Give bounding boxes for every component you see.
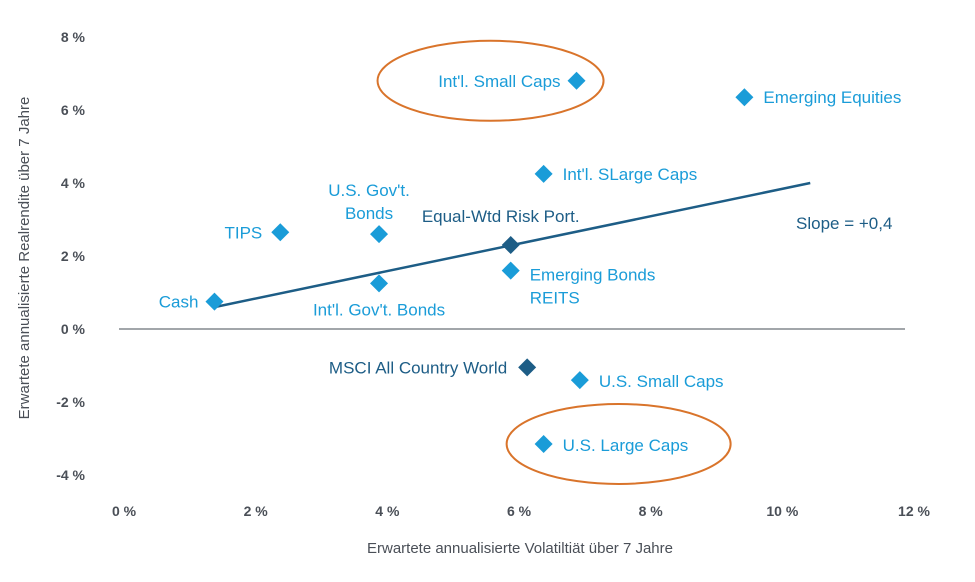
label-line: Bonds (345, 204, 393, 223)
x-axis-ticks: 0 % 2 % 4 % 6 % 8 % 10 % 12 % (112, 503, 931, 519)
highlight-ellipses (376, 39, 732, 485)
y-axis-title: Erwartete annualisierte Realrendite über… (16, 97, 33, 420)
label-emerging-equities: Emerging Equities (763, 88, 901, 107)
y-axis-ticks: 8 % 6 % 4 % 2 % 0 % -2 % -4 % (56, 29, 85, 483)
point-us-small-caps (570, 371, 589, 390)
label-line: U.S. Small Caps (599, 372, 724, 391)
y-tick-label: -2 % (56, 394, 85, 410)
label-line: Emerging Bonds (530, 266, 656, 285)
point-equal-wtd-risk-port (501, 236, 520, 255)
x-tick-label: 8 % (639, 503, 664, 519)
data-points (205, 71, 754, 453)
label-emerging-bonds: Emerging Bonds REITS (530, 266, 656, 308)
label-intl-large-caps: Int'l. SLarge Caps (563, 165, 698, 184)
x-tick-label: 4 % (375, 503, 400, 519)
y-tick-label: -4 % (56, 467, 85, 483)
y-tick-label: 4 % (61, 175, 86, 191)
label-us-govt-bonds: U.S. Gov't. Bonds (328, 181, 410, 223)
y-tick-label: 8 % (61, 29, 86, 45)
label-us-small-caps: U.S. Small Caps (599, 372, 724, 391)
label-cash: Cash (159, 293, 199, 312)
point-intl-small-caps (567, 71, 586, 90)
label-line: U.S. Large Caps (563, 436, 689, 455)
slope-annotation: Slope = +0,4 (796, 214, 892, 233)
point-intl-govt-bonds (370, 274, 389, 293)
label-tips: TIPS (224, 223, 262, 242)
label-line: Equal-Wtd Risk Port. (422, 207, 580, 226)
label-line: REITS (530, 289, 580, 308)
x-tick-label: 6 % (507, 503, 532, 519)
label-msci-acwi: MSCI All Country World (329, 358, 507, 377)
y-tick-label: 0 % (61, 321, 86, 337)
y-tick-label: 2 % (61, 248, 86, 264)
label-us-large-caps: U.S. Large Caps (563, 436, 689, 455)
x-tick-label: 12 % (898, 503, 930, 519)
point-tips (271, 223, 290, 242)
label-line: U.S. Gov't. (328, 181, 410, 200)
label-line: Int'l. Small Caps (438, 72, 560, 91)
label-line: Cash (159, 293, 199, 312)
highlight-ellipse-intl-small-caps (376, 39, 605, 122)
x-tick-label: 2 % (244, 503, 269, 519)
label-line: MSCI All Country World (329, 358, 507, 377)
point-intl-large-caps (534, 164, 553, 183)
point-us-large-caps (534, 434, 553, 453)
data-labels: Cash TIPS U.S. Gov't. Bonds Int'l. Gov't. Bo… (159, 72, 902, 455)
label-line: TIPS (224, 223, 262, 242)
y-tick-label: 6 % (61, 102, 86, 118)
x-axis-title: Erwartete annualisierte Volatiltiät über… (367, 540, 673, 557)
label-intl-small-caps: Int'l. Small Caps (438, 72, 560, 91)
point-us-govt-bonds (370, 225, 389, 244)
label-equal-wtd-risk-port: Equal-Wtd Risk Port. (422, 207, 580, 226)
x-tick-label: 10 % (766, 503, 798, 519)
highlight-ellipse-us-large-caps (505, 402, 732, 485)
x-tick-label: 0 % (112, 503, 137, 519)
point-emerging-bonds (501, 261, 520, 280)
label-intl-govt-bonds: Int'l. Gov't. Bonds (313, 300, 445, 319)
point-cash (205, 292, 224, 311)
label-line: Int'l. SLarge Caps (563, 165, 698, 184)
point-emerging-equities (735, 88, 754, 107)
label-line: Emerging Equities (763, 88, 901, 107)
point-msci-acwi (518, 358, 537, 377)
label-line: Int'l. Gov't. Bonds (313, 300, 445, 319)
